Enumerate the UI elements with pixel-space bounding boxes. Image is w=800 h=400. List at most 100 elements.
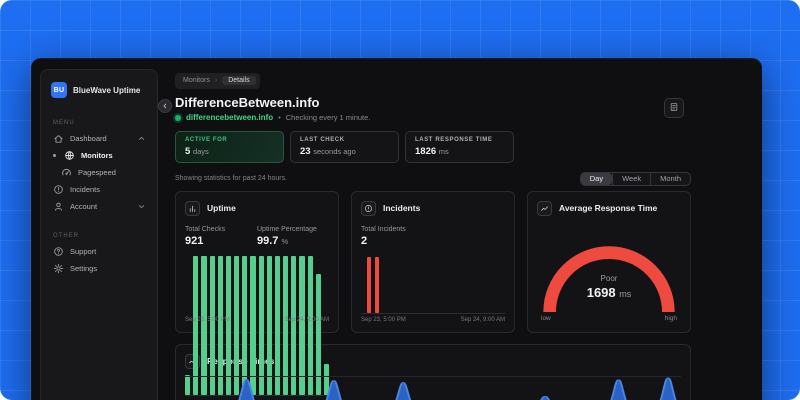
response-times-chart <box>185 375 681 400</box>
gear-icon <box>53 263 64 274</box>
stat-unit: ms <box>438 146 449 156</box>
app-window: BU BlueWave Uptime MENU Dashboard Monito… <box>31 58 762 400</box>
sidebar: BU BlueWave Uptime MENU Dashboard Monito… <box>40 69 158 400</box>
uptime-bar <box>291 255 297 395</box>
status-up-icon <box>175 114 181 121</box>
uptime-percentage-value: 99.7 <box>257 234 279 247</box>
monitor-status-row: differencebetween.info • Checking every … <box>175 113 691 123</box>
response-time-gauge: Poor 1698 ms low high <box>528 230 690 322</box>
sidebar-item-monitors[interactable]: Monitors <box>49 147 149 164</box>
uptime-bar <box>323 363 330 395</box>
card-title: Response Times <box>207 356 275 366</box>
uptime-bar <box>185 375 191 395</box>
stat-label: ACTIVE FOR <box>185 136 228 143</box>
stat-card-last-response-time: LAST RESPONSE TIME 1826 ms <box>405 130 514 163</box>
user-icon <box>53 201 64 212</box>
uptime-bar <box>283 255 289 395</box>
speedometer-icon <box>61 167 72 178</box>
sidebar-item-label: Dashboard <box>70 134 107 143</box>
uptime-bar <box>258 255 264 395</box>
total-checks-value: 921 <box>185 234 204 247</box>
card-title: Average Response Time <box>559 203 658 213</box>
stat-card-active-for: ACTIVE FOR 5 days <box>175 130 284 163</box>
configure-monitor-button[interactable] <box>664 98 684 118</box>
sidebar-item-label: Monitors <box>81 151 113 160</box>
logo: BU <box>51 82 67 98</box>
sidebar-item-dashboard[interactable]: Dashboard <box>49 130 149 147</box>
summary-cards-row: Uptime Total Checks 921 Uptime Percentag… <box>175 190 691 396</box>
gauge-rating: Poor <box>600 273 618 283</box>
stat-value: 1826 <box>415 145 437 157</box>
menu-heading: MENU <box>53 120 75 126</box>
breadcrumb-details-link[interactable]: Details <box>222 76 256 85</box>
incidents-card: Incidents Total Incidents 2 Sep 23, 5:00… <box>351 190 515 333</box>
sidebar-item-label: Pagespeed <box>78 168 116 177</box>
sidebar-item-settings[interactable]: Settings <box>49 260 149 277</box>
trend-line-icon <box>537 200 552 216</box>
uptime-card: Uptime Total Checks 921 Uptime Percentag… <box>175 190 339 396</box>
check-interval-text: Checking every 1 minute. <box>285 113 371 122</box>
sidebar-collapse-button[interactable] <box>158 99 172 113</box>
stat-card-last-check: LAST CHECK 23 seconds ago <box>290 130 399 163</box>
uptime-bar <box>242 255 248 395</box>
uptime-bar <box>307 255 313 395</box>
breadcrumb-monitors-link[interactable]: Monitors <box>183 77 210 84</box>
gauge-low-label: low <box>541 314 551 322</box>
active-indicator-dot <box>53 154 56 157</box>
total-incidents-value: 2 <box>361 234 368 247</box>
axis-start-label: Sep 23, 5:00 PM <box>361 316 406 323</box>
stat-unit: days <box>192 146 209 156</box>
total-incidents-label: Total Incidents <box>361 225 406 233</box>
sidebar-item-incidents[interactable]: Incidents <box>49 181 149 198</box>
chevron-down-icon[interactable] <box>138 203 145 210</box>
axis-end-label: Sep 24, 9:00 AM <box>460 316 505 323</box>
uptime-bar <box>250 255 256 395</box>
range-toggle-day[interactable]: Day <box>580 172 613 185</box>
stat-value: 5 <box>185 145 191 157</box>
monitor-url-link[interactable]: differencebetween.info <box>186 113 274 122</box>
stats-period-note: Showing statistics for past 24 hours. <box>175 175 288 182</box>
home-icon <box>53 133 64 144</box>
stat-label: LAST RESPONSE TIME <box>415 136 493 143</box>
sidebar-item-support[interactable]: Support <box>49 243 149 260</box>
gauge-arc <box>543 245 675 312</box>
uptime-bar <box>193 255 199 395</box>
globe-icon <box>64 150 75 161</box>
uptime-bar <box>234 255 240 395</box>
uptime-bar <box>225 255 232 395</box>
other-heading: OTHER <box>53 233 79 239</box>
uptime-bar <box>201 255 207 395</box>
uptime-bar <box>299 255 305 395</box>
uptime-bar-chart <box>185 255 330 396</box>
card-title: Incidents <box>383 203 421 213</box>
stats-meta-row: Showing statistics for past 24 hours. Da… <box>175 171 691 186</box>
sidebar-item-pagespeed[interactable]: Pagespeed <box>49 164 149 181</box>
average-response-time-card: Average Response Time Poor 1698 ms low h… <box>527 190 691 333</box>
gauge-high-label: high <box>664 314 677 322</box>
page-title: DifferenceBetween.info <box>175 94 320 110</box>
gauge-value: 1698 <box>586 284 616 300</box>
uptime-bar <box>266 255 272 395</box>
range-toggle: Day Week Month <box>579 171 691 186</box>
incident-bar <box>366 257 371 313</box>
incident-bar <box>375 257 380 313</box>
chevron-up-icon[interactable] <box>138 135 145 142</box>
range-toggle-month[interactable]: Month <box>650 172 690 185</box>
axis-end-label: Sep 24, 9:00 AM <box>284 316 329 323</box>
incidents-bar-chart <box>361 256 505 314</box>
sliders-icon <box>669 99 679 117</box>
sidebar-item-label: Incidents <box>70 185 101 194</box>
brand-row: BU BlueWave Uptime <box>49 82 149 98</box>
gauge-unit: ms <box>619 288 632 299</box>
uptime-percentage-label: Uptime Percentage <box>257 225 317 233</box>
stat-unit: seconds ago <box>313 146 356 156</box>
help-circle-icon <box>53 246 64 257</box>
range-toggle-week[interactable]: Week <box>612 172 650 185</box>
alert-circle-icon <box>361 200 376 216</box>
uptime-percentage-unit: % <box>281 236 289 246</box>
uptime-bar <box>315 273 321 395</box>
sidebar-item-account[interactable]: Account <box>49 198 149 215</box>
main-content: Monitors › Details DifferenceBetween.inf… <box>175 69 691 400</box>
stat-cards-row: ACTIVE FOR 5 days LAST CHECK 23 seconds … <box>175 130 691 163</box>
